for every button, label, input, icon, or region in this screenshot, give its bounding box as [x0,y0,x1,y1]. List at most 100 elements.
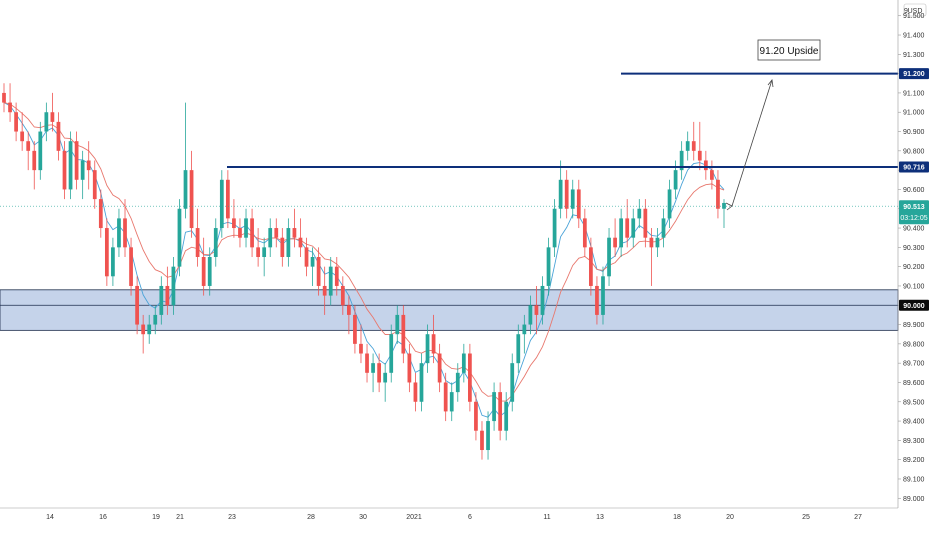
candle [244,208,248,248]
candle-body [2,92,6,103]
candle-body [304,247,309,267]
candle-body [722,202,726,209]
candle [655,228,660,257]
candle-body [552,208,557,248]
support-zone [0,289,899,331]
x-tick-label: 13 [596,514,604,521]
y-tick-label: 91.000 [903,110,925,117]
candle [697,121,702,171]
candle [468,343,472,412]
candle-body [425,334,430,364]
candle-body [68,141,73,190]
candle-body [401,314,406,354]
candle [207,247,212,296]
candle-body [480,430,484,451]
candle [123,199,127,257]
x-tick-label: 19 [152,514,160,521]
candle [165,266,170,315]
candle [292,208,297,248]
candle [607,228,611,286]
candle-body [528,305,533,325]
candle [141,314,146,354]
candle [685,131,690,161]
candle-body [655,237,660,248]
y-tick-label: 89.400 [903,419,925,426]
candle-body [334,266,339,286]
horizontal-levels [0,72,898,207]
candle [546,237,551,296]
candle-body [165,285,170,306]
candle [595,276,599,325]
target-price-box [899,68,929,80]
candle-body [661,218,666,238]
x-tick-label: 18 [673,514,681,521]
candle [643,199,648,248]
candle-body [195,228,200,257]
candle [117,208,121,257]
candle-body [147,324,152,335]
candle [625,199,630,248]
candle [510,353,515,412]
candle [80,150,85,200]
candle-body [389,334,394,373]
current-price-box [899,200,929,225]
candle-body [141,324,146,335]
resistance-price-box [899,161,929,173]
candle [619,208,624,257]
annotation-layer: 91.20 Upside [725,39,821,211]
candle-body [123,218,127,248]
y-tick-label: 89.900 [903,322,925,329]
candle [189,150,194,238]
price-marker-arrow [725,202,733,211]
candle-body [44,112,49,132]
candle-body [504,401,509,431]
candle [371,353,375,393]
candle-body [631,218,636,238]
candle [62,141,67,200]
candle-body [437,353,442,383]
candle-body [201,257,206,286]
candle [98,189,103,238]
support-price-box [899,299,929,311]
candle [340,276,345,315]
x-axis: 14 16 19 21 23 28 30 2021 6 11 13 18 20 25 27 [46,514,862,521]
y-tick-label: 89.200 [903,457,925,464]
candle-body [395,314,400,335]
x-tick-label: 25 [802,514,810,521]
candle [455,363,460,402]
resistance-price-label: 90.716 [903,165,925,172]
candle [359,324,363,364]
candle [437,343,442,393]
y-tick-label: 90.200 [903,264,925,271]
candle-body [135,285,139,325]
candle [679,141,684,180]
candle [328,257,333,306]
candle [56,112,61,161]
candle [177,199,182,277]
candle [649,228,654,286]
x-tick-label: 6 [468,514,472,521]
y-tick-label: 89.700 [903,361,925,368]
candle [522,314,527,354]
candle [346,295,351,335]
candle [582,208,587,257]
candle-body [38,131,43,171]
candle [431,314,436,364]
y-tick-label: 91.100 [903,90,925,97]
candle [710,160,714,190]
x-tick-label: 14 [46,514,54,521]
target-price-label: 91.200 [903,71,925,78]
candle-body [443,382,448,412]
candle [213,218,218,267]
candle [86,141,91,190]
candle [631,208,636,248]
candle [486,411,490,460]
currency-label: USD [908,8,923,15]
candle-body [98,199,103,229]
price-badges: 91.200 90.716 90.000 90.513 03:12:05 [899,68,929,311]
candle-body [449,392,454,412]
candle [504,392,509,441]
candle [691,121,696,161]
candle-body [219,179,224,229]
candle [419,353,424,412]
